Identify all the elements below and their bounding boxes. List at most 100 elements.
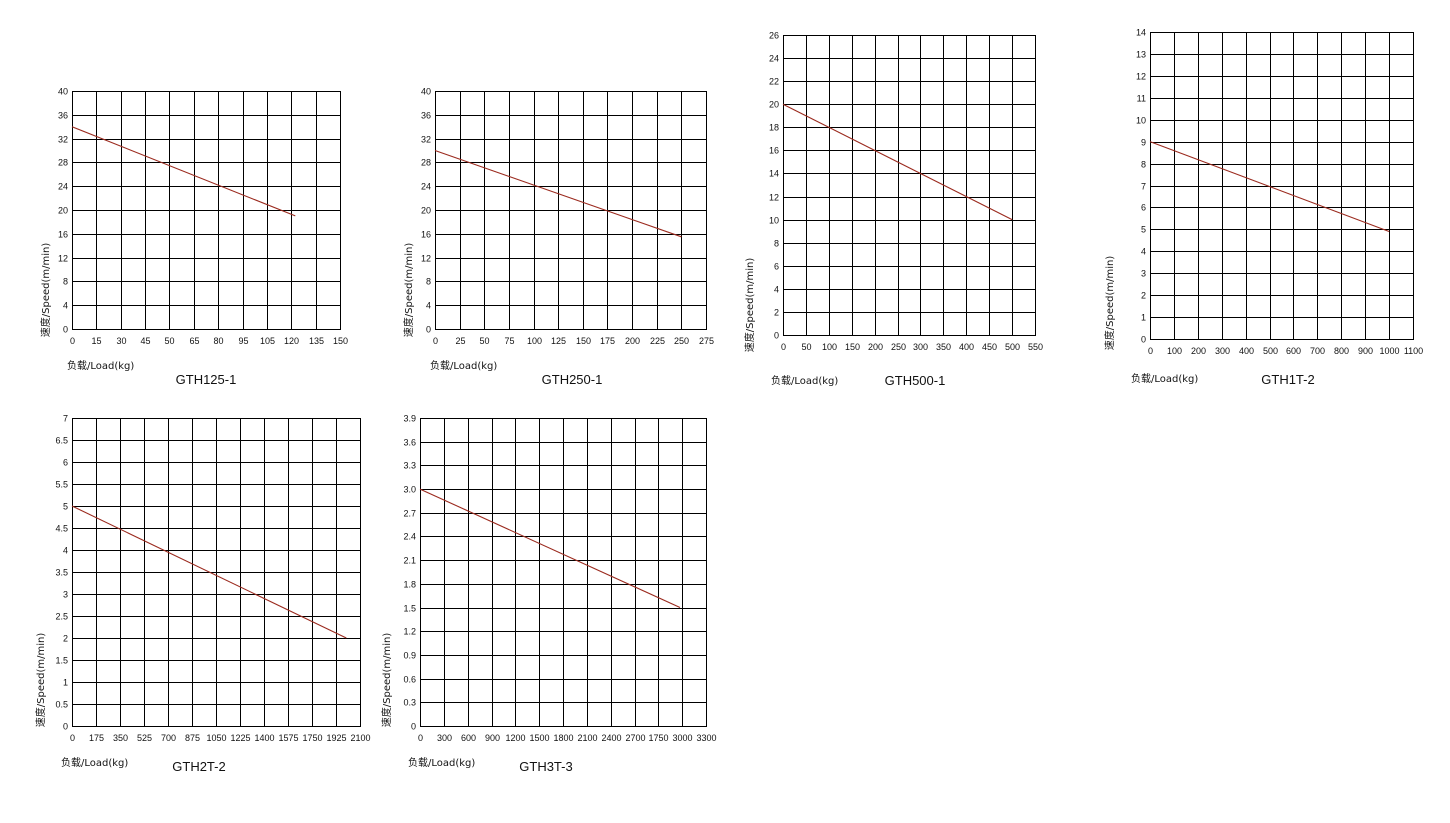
y-tick-label: 40 [421, 87, 431, 97]
x-tick-label: 550 [1028, 342, 1043, 352]
x-tick-label: 2100 [350, 733, 370, 743]
y-tick-label: 10 [769, 216, 779, 226]
y-tick-label: 7 [63, 414, 68, 424]
chart-3: 0 50 100 150 200 250 300 350 400 450 500 5500246810… [743, 31, 1043, 389]
y-tick-label: 6 [1141, 203, 1146, 213]
x-tick-label: 15 [91, 336, 101, 346]
y-tick-label: 3.5 [55, 568, 68, 578]
x-tick-label: 250 [674, 336, 689, 346]
x-tick-label: 250 [891, 342, 906, 352]
y-tick-label: 14 [1136, 28, 1146, 38]
x-tick-label: 1575 [278, 733, 298, 743]
x-tick-label: 300 [1215, 346, 1230, 356]
y-tick-label: 36 [58, 111, 68, 121]
y-tick-label: 1.5 [403, 604, 416, 614]
chart-title: GTH2T-2 [172, 759, 225, 774]
x-tick-label: 3300 [696, 733, 716, 743]
y-tick-label: 5 [1141, 225, 1146, 235]
x-tick-label: 2700 [625, 733, 645, 743]
y-tick-label: 26 [769, 31, 779, 41]
x-tick-label: 350 [113, 733, 128, 743]
y-tick-label: 36 [421, 111, 431, 121]
y-tick-label: 40 [58, 87, 68, 97]
plot-frame [420, 418, 707, 727]
y-tick-label: 7 [1141, 182, 1146, 192]
y-tick-label: 2.1 [403, 556, 416, 566]
x-tick-label: 175 [89, 733, 104, 743]
y-tick-label: 0 [426, 325, 431, 335]
chart-title: GTH1T-2 [1261, 372, 1314, 387]
y-tick-label: 3.6 [403, 438, 416, 448]
y-tick-label: 3 [63, 590, 68, 600]
y-tick-label: 12 [58, 254, 68, 264]
y-tick-label: 12 [769, 193, 779, 203]
plot-frame [435, 91, 707, 330]
y-tick-label: 20 [58, 206, 68, 216]
y-tick-label: 1.2 [403, 627, 416, 637]
y-tick-label: 24 [769, 54, 779, 64]
y-tick-label: 8 [426, 277, 431, 287]
chart-title: GTH250-1 [542, 372, 603, 387]
y-tick-label: 8 [774, 239, 779, 249]
x-tick-label: 525 [137, 733, 152, 743]
x-tick-label: 900 [1358, 346, 1373, 356]
x-tick-label: 300 [913, 342, 928, 352]
y-tick-label: 18 [769, 123, 779, 133]
y-tick-label: 32 [421, 135, 431, 145]
y-tick-label: 0 [63, 325, 68, 335]
y-tick-label: 2.7 [403, 509, 416, 519]
y-tick-label: 4 [1141, 247, 1146, 257]
x-tick-label: 800 [1334, 346, 1349, 356]
x-tick-label: 2400 [601, 733, 621, 743]
x-tick-label: 400 [959, 342, 974, 352]
y-tick-label: 22 [769, 77, 779, 87]
x-axis-label: 负载/Load(kg) [67, 359, 134, 372]
y-tick-label: 8 [1141, 160, 1146, 170]
y-tick-label: 0.5 [55, 700, 68, 710]
y-tick-label: 6 [63, 458, 68, 468]
x-tick-label: 300 [437, 733, 452, 743]
y-tick-label: 0.6 [403, 675, 416, 685]
y-tick-label: 3.0 [403, 485, 416, 495]
x-tick-label: 1200 [505, 733, 525, 743]
y-tick-label: 12 [1136, 72, 1146, 82]
y-tick-label: 16 [58, 230, 68, 240]
y-tick-label: 5.5 [55, 480, 68, 490]
x-tick-label: 500 [1005, 342, 1020, 352]
y-tick-label: 13 [1136, 50, 1146, 60]
series-line [71, 505, 347, 639]
x-tick-label: 100 [527, 336, 542, 346]
plot-frame [783, 35, 1036, 336]
y-tick-label: 6 [774, 262, 779, 272]
y-tick-label: 14 [769, 169, 779, 179]
x-tick-label: 150 [845, 342, 860, 352]
x-tick-label: 45 [140, 336, 150, 346]
y-tick-label: 24 [58, 182, 68, 192]
y-tick-label: 20 [421, 206, 431, 216]
y-tick-label: 32 [58, 135, 68, 145]
x-axis-label: 负载/Load(kg) [771, 374, 838, 387]
x-tick-label: 25 [455, 336, 465, 346]
x-tick-label: 0 [418, 733, 423, 743]
plot-frame [1150, 32, 1414, 340]
y-tick-label: 0.9 [403, 651, 416, 661]
y-axis-label: 速度/Speed(m/min) [1103, 256, 1116, 351]
x-tick-label: 1225 [230, 733, 250, 743]
x-tick-label: 0 [1148, 346, 1153, 356]
y-tick-label: 16 [769, 146, 779, 156]
x-tick-label: 500 [1263, 346, 1278, 356]
x-tick-label: 0 [70, 733, 75, 743]
y-tick-label: 4.5 [55, 524, 68, 534]
chart-2: 0 25 50 75 100 125 150 175 200 225 250 275 0 4 8 12 16 20… [402, 87, 714, 388]
chart-title: GTH500-1 [885, 373, 946, 388]
x-tick-label: 100 [822, 342, 837, 352]
plot-frame [72, 91, 341, 330]
x-tick-label: 150 [333, 336, 348, 346]
x-tick-label: 200 [868, 342, 883, 352]
x-tick-label: 50 [164, 336, 174, 346]
x-tick-label: 1100 [1404, 346, 1423, 356]
x-tick-label: 350 [936, 342, 951, 352]
y-tick-label: 8 [63, 277, 68, 287]
x-tick-label: 30 [116, 336, 126, 346]
